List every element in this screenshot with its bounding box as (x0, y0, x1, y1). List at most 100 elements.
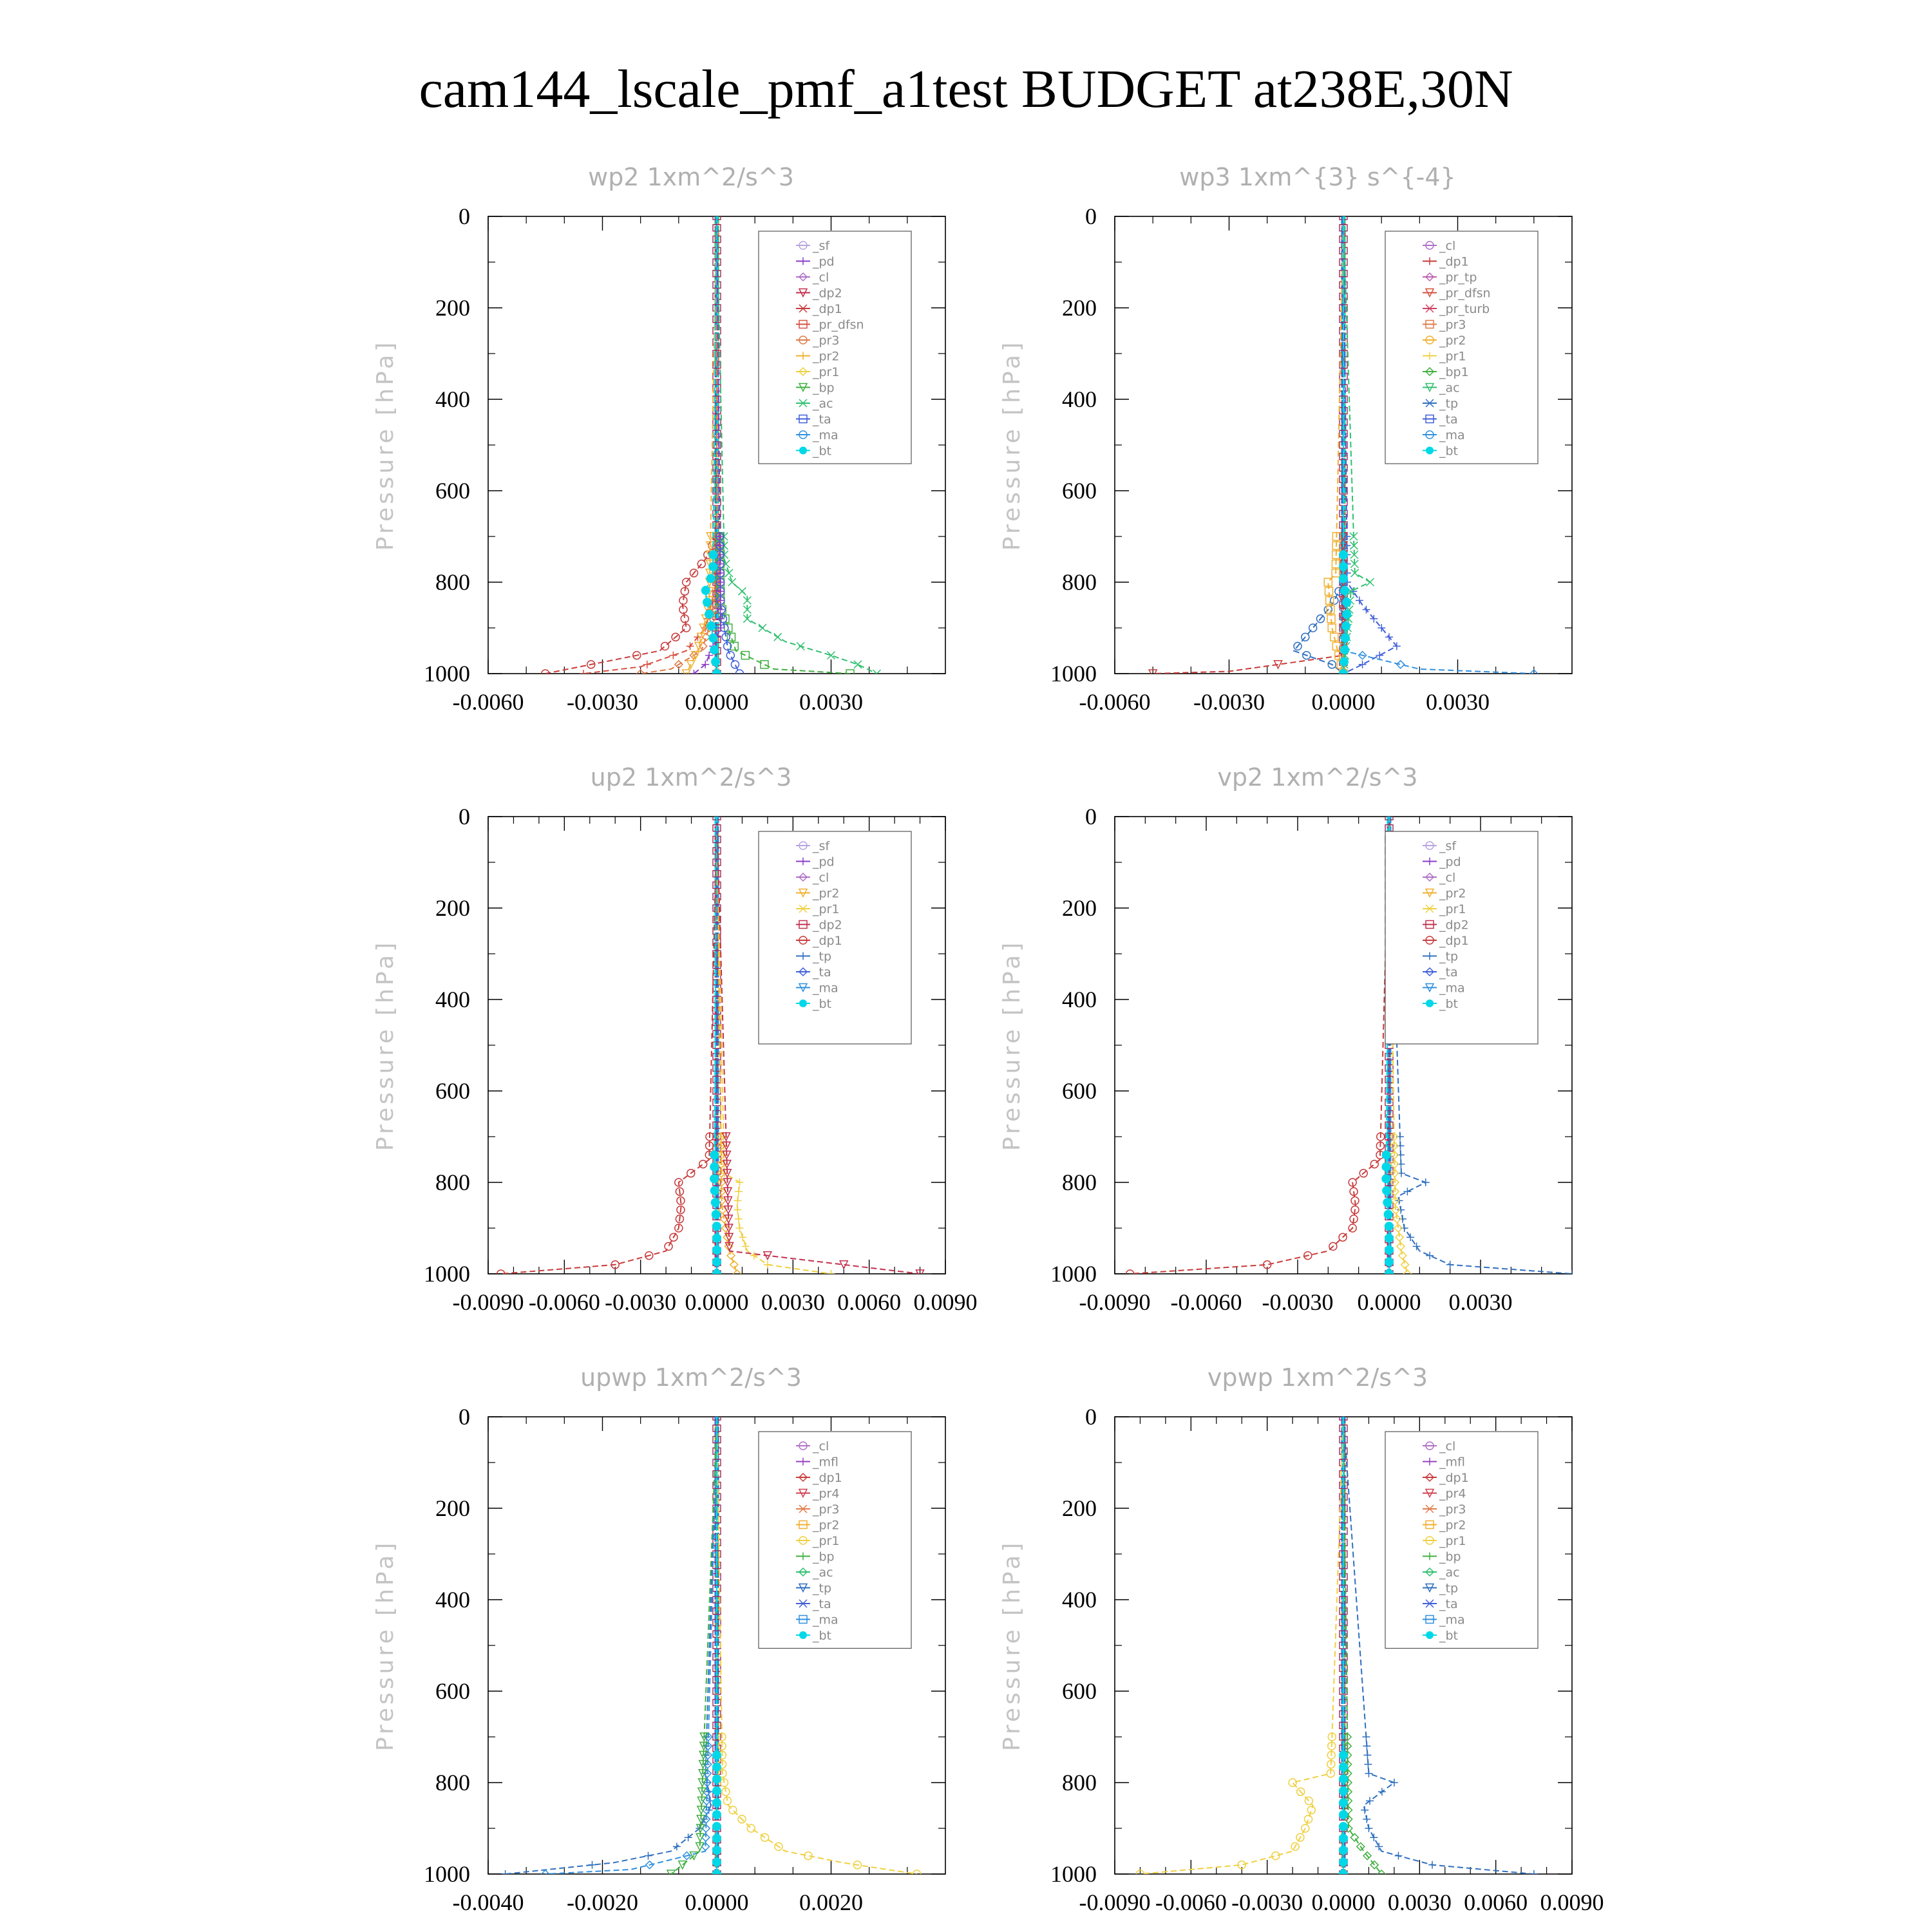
y-tick-label: 0 (459, 804, 470, 829)
marker (798, 366, 808, 377)
marker (611, 1260, 620, 1269)
legend-label: _pr1 (812, 365, 839, 379)
legend-marker (799, 446, 807, 455)
marker (1359, 1169, 1368, 1178)
chart-panel-2: wp3 1xm^{3} s^{-4} Pressure [hPa] 0 200 400 6… (999, 163, 1573, 715)
marker (676, 1196, 685, 1206)
legend-label: _pr2 (812, 350, 839, 364)
marker (1358, 650, 1367, 660)
x-tick-label: 0.0060 (837, 1289, 901, 1315)
x-tick-label: -0.0060 (1079, 689, 1151, 715)
marker (1370, 1833, 1378, 1842)
marker (1350, 1833, 1359, 1842)
x-tick-label: 0.0020 (799, 1889, 863, 1915)
marker (721, 1132, 731, 1142)
marker (1378, 1788, 1386, 1796)
marker (1362, 605, 1370, 614)
legend-label: _sf (1439, 839, 1457, 853)
marker (734, 1215, 743, 1223)
legend-label: _pr4 (1439, 1487, 1466, 1501)
marker (1425, 983, 1435, 993)
marker (1426, 1552, 1434, 1560)
legend-label: _pr3 (1439, 318, 1466, 332)
panel-title: wp2 1xm^2/s^3 (588, 163, 794, 191)
marker (1426, 1251, 1434, 1260)
legend-label: _bt (812, 997, 831, 1011)
marker (686, 660, 696, 670)
marker (1338, 1233, 1347, 1242)
marker (724, 1242, 734, 1251)
marker (1425, 304, 1434, 313)
marker (660, 641, 670, 651)
marker (804, 1851, 813, 1861)
bt-marker (710, 1174, 719, 1184)
legend-label: _dp2 (812, 287, 842, 301)
marker (1125, 1269, 1135, 1274)
marker (677, 1861, 687, 1870)
marker (1350, 550, 1359, 559)
legend-label: _dp1 (812, 934, 842, 948)
marker (699, 1732, 709, 1742)
y-tick-label: 200 (1062, 895, 1097, 921)
series-line-bp (1343, 1417, 1382, 1874)
marker (798, 383, 808, 393)
bt-marker (1339, 550, 1348, 560)
marker (724, 569, 734, 578)
bt-marker (703, 598, 712, 607)
legend-label: _pr1 (1439, 902, 1466, 916)
marker (1370, 614, 1378, 623)
legend-label: _cl (812, 1439, 829, 1454)
legend-label: _pr2 (1439, 334, 1466, 348)
legend-label: _dp2 (1439, 918, 1469, 933)
marker (743, 605, 752, 614)
legend-label: _pr1 (812, 1534, 839, 1548)
legend-box (1385, 831, 1539, 1045)
x-tick-label: 0.0030 (1449, 1289, 1513, 1315)
legend-box (758, 231, 912, 464)
legend-label: _pr_dfsn (812, 318, 864, 332)
marker (681, 578, 691, 587)
chart-panel-3: up2 1xm^2/s^3 Pressure [hPa] 0 200 400 600 800… (372, 763, 978, 1315)
panel-title: vpwp 1xm^2/s^3 (1208, 1363, 1428, 1392)
x-tick-label: -0.0090 (453, 1289, 524, 1315)
marker (799, 1552, 807, 1560)
series-line-pr1 (716, 1417, 917, 1874)
bt-marker (1339, 1798, 1348, 1808)
marker (760, 660, 769, 669)
stack-marker (712, 938, 721, 946)
marker (1425, 936, 1434, 945)
marker (674, 1178, 683, 1187)
marker (1356, 1842, 1365, 1852)
bt-marker (712, 1257, 721, 1267)
marker (1425, 1567, 1435, 1577)
series-line-dp1 (545, 216, 717, 674)
stack-marker (1339, 270, 1348, 278)
x-tick-label: 0.0030 (1426, 689, 1490, 715)
series-line-tp (1388, 817, 1572, 1274)
legend-label: _bt (1439, 1629, 1458, 1643)
bt-marker (710, 1198, 720, 1208)
marker (715, 533, 724, 540)
marker (1288, 1778, 1297, 1787)
stack-marker (712, 927, 721, 935)
marker (1327, 1732, 1337, 1741)
legend-label: _tp (812, 950, 831, 964)
marker (1395, 1233, 1405, 1242)
bt-marker (1339, 574, 1348, 583)
marker (1385, 633, 1393, 641)
marker (1425, 414, 1434, 424)
marker (723, 1205, 734, 1215)
marker (587, 660, 596, 669)
marker (1370, 1860, 1379, 1870)
marker (1425, 288, 1435, 298)
marker (737, 587, 746, 596)
marker (1400, 1260, 1410, 1269)
marker (1349, 532, 1358, 541)
marker (1370, 1159, 1379, 1169)
x-tick-label: 0.0000 (685, 1889, 749, 1915)
marker (1568, 1270, 1572, 1274)
marker (798, 1567, 808, 1577)
bt-marker (712, 1846, 721, 1855)
marker (1308, 623, 1318, 632)
